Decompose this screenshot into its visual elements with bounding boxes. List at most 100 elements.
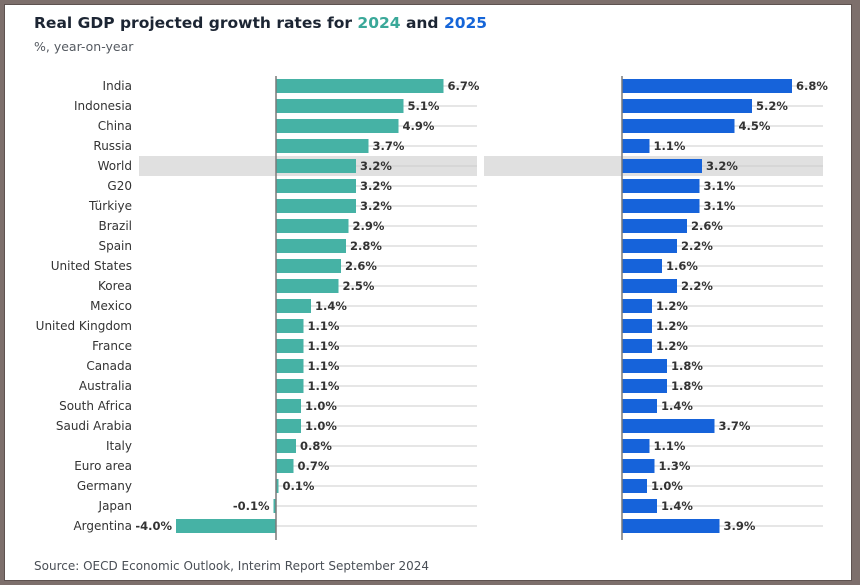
bar-2024-france [276, 339, 304, 353]
bar-2025-indonesia [622, 99, 752, 113]
data-label-2024-france: 1.1% [308, 339, 340, 353]
data-label-2024-italy: 0.8% [300, 439, 332, 453]
bar-2024-united-kingdom [276, 319, 304, 333]
bar-2024-japan [273, 499, 276, 513]
chart-frame: Real GDP projected growth rates for 2024… [4, 4, 852, 581]
category-label-russia: Russia [93, 139, 132, 153]
data-label-2024-india: 6.7% [448, 79, 480, 93]
bar-2025-argentina [622, 519, 720, 533]
category-label-france: France [92, 339, 132, 353]
category-label-italy: Italy [106, 439, 132, 453]
category-label-mexico: Mexico [90, 299, 132, 313]
bar-2025-india [622, 79, 792, 93]
category-label-brazil: Brazil [99, 219, 133, 233]
bar-2024-united-states [276, 259, 341, 273]
data-label-2025-russia: 1.1% [654, 139, 686, 153]
bar-2025-australia [622, 379, 667, 393]
bar-2025-world [622, 159, 702, 173]
data-label-2025-argentina: 3.9% [724, 519, 756, 533]
data-label-2025-australia: 1.8% [671, 379, 703, 393]
title-year-2025: 2025 [443, 14, 488, 32]
data-label-2025-italy: 1.1% [654, 439, 686, 453]
bar-2025-g20 [622, 179, 700, 193]
data-label-2024-japan: -0.1% [233, 499, 270, 513]
data-label-2025-china: 4.5% [739, 119, 771, 133]
data-label-2024-mexico: 1.4% [315, 299, 347, 313]
bar-chart: India Indonesia China Russia World G20 Türkiye… [36, 76, 828, 540]
category-label-g20: G20 [107, 179, 132, 193]
category-label-spain: Spain [98, 239, 132, 253]
data-label-2024-euro-area: 0.7% [298, 459, 330, 473]
title-joiner: and [400, 14, 444, 32]
bar-2024-russia [276, 139, 369, 153]
source-note: Source: OECD Economic Outlook, Interim R… [34, 559, 430, 573]
bar-2024-india [276, 79, 444, 93]
bar-2025-japan [622, 499, 657, 513]
bar-2024-turkiye [276, 199, 356, 213]
bar-2024-germany [276, 479, 279, 493]
bar-2024-argentina [176, 519, 276, 533]
data-label-2025-canada: 1.8% [671, 359, 703, 373]
bar-2025-italy [622, 439, 650, 453]
bar-2025-france [622, 339, 652, 353]
bar-2025-canada [622, 359, 667, 373]
data-label-2024-united-kingdom: 1.1% [308, 319, 340, 333]
bar-2025-united-kingdom [622, 319, 652, 333]
data-label-2025-united-states: 1.6% [666, 259, 698, 273]
data-label-2025-saudi-arabia: 3.7% [719, 419, 751, 433]
category-label-united-kingdom: United Kingdom [36, 319, 132, 333]
data-label-2025-indonesia: 5.2% [756, 99, 788, 113]
data-label-2024-canada: 1.1% [308, 359, 340, 373]
category-label-south-africa: South Africa [59, 399, 132, 413]
bar-2025-united-states [622, 259, 662, 273]
data-label-2024-argentina: -4.0% [135, 519, 172, 533]
bar-2025-germany [622, 479, 647, 493]
data-label-2024-saudi-arabia: 1.0% [305, 419, 337, 433]
bar-2025-korea [622, 279, 677, 293]
data-label-2025-germany: 1.0% [651, 479, 683, 493]
bar-2025-turkiye [622, 199, 700, 213]
category-label-euro-area: Euro area [74, 459, 132, 473]
bar-2024-italy [276, 439, 296, 453]
category-label-china: China [98, 119, 132, 133]
data-label-2024-world: 3.2% [360, 159, 392, 173]
bar-2024-south-africa [276, 399, 301, 413]
data-label-2025-g20: 3.1% [704, 179, 736, 193]
category-label-japan: Japan [98, 499, 132, 513]
category-label-indonesia: Indonesia [74, 99, 132, 113]
data-label-2025-japan: 1.4% [661, 499, 693, 513]
category-label-world: World [98, 159, 132, 173]
category-label-germany: Germany [77, 479, 132, 493]
data-label-2025-united-kingdom: 1.2% [656, 319, 688, 333]
data-label-2024-spain: 2.8% [350, 239, 382, 253]
data-label-2025-korea: 2.2% [681, 279, 713, 293]
category-label-korea: Korea [98, 279, 132, 293]
category-label-canada: Canada [86, 359, 132, 373]
data-label-2024-turkiye: 3.2% [360, 199, 392, 213]
category-label-india: India [103, 79, 132, 93]
bar-2025-brazil [622, 219, 687, 233]
data-label-2024-g20: 3.2% [360, 179, 392, 193]
data-label-2024-south-africa: 1.0% [305, 399, 337, 413]
bar-2024-china [276, 119, 399, 133]
data-label-2025-india: 6.8% [796, 79, 828, 93]
bar-2024-world [276, 159, 356, 173]
category-label-argentina: Argentina [73, 519, 132, 533]
bar-2025-spain [622, 239, 677, 253]
chart-subtitle: %, year-on-year [34, 39, 134, 54]
title-prefix: Real GDP projected growth rates for [34, 14, 358, 32]
data-label-2025-france: 1.2% [656, 339, 688, 353]
data-label-2025-spain: 2.2% [681, 239, 713, 253]
data-label-2025-euro-area: 1.3% [659, 459, 691, 473]
bar-2025-russia [622, 139, 650, 153]
data-label-2024-australia: 1.1% [308, 379, 340, 393]
data-label-2025-mexico: 1.2% [656, 299, 688, 313]
data-label-2025-turkiye: 3.1% [704, 199, 736, 213]
data-label-2024-brazil: 2.9% [353, 219, 385, 233]
bar-2025-euro-area [622, 459, 655, 473]
bar-2024-saudi-arabia [276, 419, 301, 433]
data-label-2024-china: 4.9% [403, 119, 435, 133]
data-label-2024-russia: 3.7% [373, 139, 405, 153]
category-label-saudi-arabia: Saudi Arabia [56, 419, 132, 433]
bar-2024-mexico [276, 299, 311, 313]
